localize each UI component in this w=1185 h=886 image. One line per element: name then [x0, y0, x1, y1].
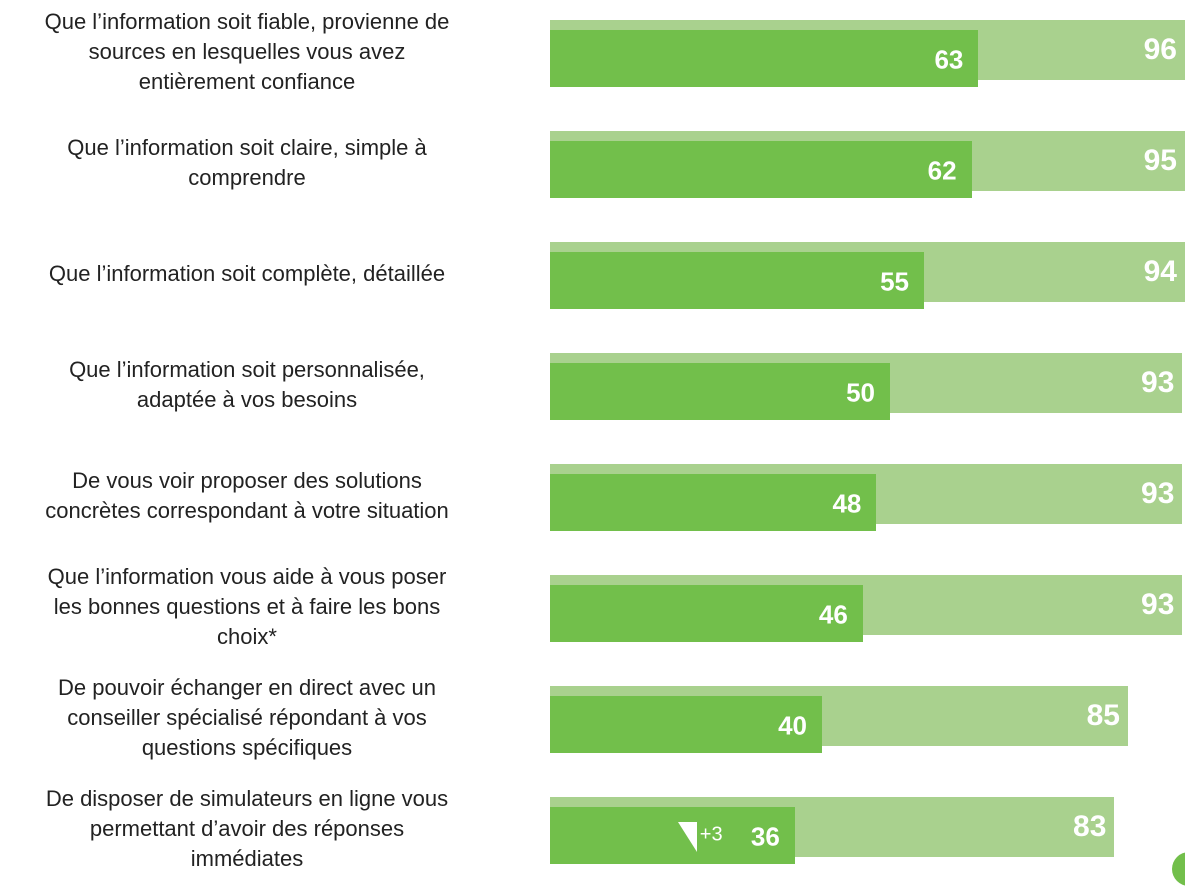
bar-first — [550, 30, 979, 87]
category-label: De pouvoir échanger en direct avec un co… — [58, 675, 436, 760]
value-label: 50 — [846, 377, 875, 408]
bar-first — [550, 141, 972, 198]
category-label: De vous voir proposer des solutions conc… — [45, 468, 449, 523]
bar-first — [550, 696, 822, 753]
value-label: 83 — [1073, 810, 1107, 843]
value-label: 62 — [927, 155, 957, 186]
value-label: 96 — [1143, 33, 1177, 66]
value-label: 93 — [1141, 588, 1175, 621]
value-label: 93 — [1141, 366, 1175, 399]
value-label: 85 — [1086, 699, 1120, 732]
bar-first — [550, 585, 863, 642]
bar-first — [550, 807, 795, 864]
value-label: 48 — [832, 488, 862, 519]
annotation: +3 — [699, 823, 723, 846]
value-label: 63 — [934, 44, 964, 75]
value-label: 40 — [778, 710, 807, 741]
value-label: 93 — [1141, 477, 1175, 510]
value-label: 36 — [750, 821, 780, 852]
bar-first — [550, 363, 890, 420]
category-label: Que l’information soit personnalisée, ad… — [69, 357, 425, 412]
value-label: 46 — [818, 599, 848, 630]
value-label: 94 — [1143, 255, 1177, 288]
category-label: De disposer de simulateurs en ligne vous… — [45, 786, 449, 871]
change-icon — [677, 822, 697, 852]
category-label: Que l’information soit claire, simple à … — [67, 135, 427, 190]
category-label: Que l’information soit complète, détaill… — [48, 261, 446, 286]
category-label: Que l’information vous aide à vous poser… — [47, 564, 447, 649]
bar-first — [550, 252, 924, 309]
value-label: 55 — [880, 266, 909, 297]
bar-first — [550, 474, 877, 531]
value-label: 95 — [1143, 144, 1177, 177]
category-label: Que l’information soit fiable, provienne… — [44, 9, 450, 94]
